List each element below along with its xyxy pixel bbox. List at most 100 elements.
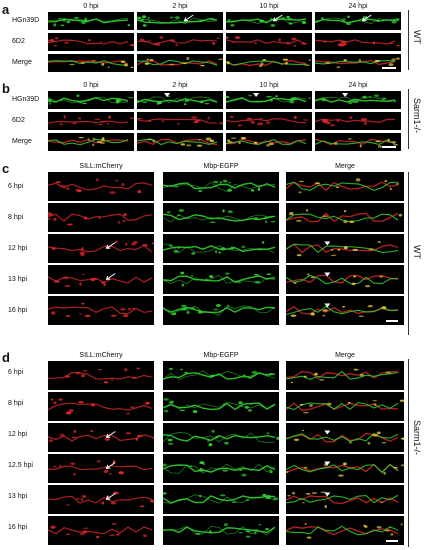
panel-d-image-r4c0 [48,485,154,514]
fluorescent-spot [270,221,276,223]
fluorescent-spot [310,312,315,316]
fluorescent-spot [362,95,368,99]
fluorescent-spot [376,526,382,529]
fluorescent-spot [75,371,81,375]
panel-d-letter: d [2,350,10,365]
fluorescent-spot [198,139,201,141]
fluorescent-spot [209,221,216,223]
fluorescent-spot [383,471,386,475]
fluorescent-spot [310,276,316,279]
fluorescent-strand [48,306,153,315]
fluorescent-spot [70,462,76,465]
fluorescent-spot [391,141,397,143]
fluorescent-spot [238,401,243,405]
fluorescent-spot [246,117,253,120]
arrow-icon [183,14,194,22]
panel-d-row-2: 12 hpi [8,431,28,438]
fluorescent-spot [364,525,368,528]
fluorescent-spot [148,20,151,22]
fluorescent-spot [266,432,270,435]
fluorescent-spot [327,402,332,406]
fluorescent-spot [211,429,215,433]
fluorescent-strand [48,17,129,24]
fluorescent-spot [132,241,138,244]
fluorescent-spot [186,56,190,61]
fluorescent-spot [400,437,404,440]
fluorescent-spot [223,523,229,527]
fluorescent-spot [346,22,352,26]
fluorescent-spot [208,443,213,447]
fluorescent-spot [165,185,169,187]
fluorescent-spot [182,62,188,65]
fluorescent-strand [286,181,399,192]
fluorescent-spot [288,22,293,25]
panel-b-image-r0c0 [48,91,134,109]
fluorescent-strand [226,60,307,66]
fluorescent-spot [334,141,338,145]
fluorescent-strand [315,39,396,45]
fluorescent-spot [115,101,119,104]
panel-d-col-2: Merge [335,352,355,359]
fluorescent-spot [96,535,100,539]
fluorescent-spot [91,60,96,62]
fluorescent-spot [103,283,107,287]
fluorescent-strand [286,274,399,284]
fluorescent-spot [302,119,309,121]
fluorescent-spot [59,464,62,468]
panel-c-scale-bar [386,320,398,322]
panel-a-genotype: WT [412,30,422,44]
fluorescent-spot [101,63,105,66]
fluorescent-spot [183,103,187,106]
fluorescent-spot [80,62,85,64]
arrowhead-icon [324,492,331,497]
fluorescent-spot [71,436,77,438]
panel-a-image-r1c1 [137,33,223,51]
fluorescent-spot [152,436,154,439]
fluorescent-spot [224,443,229,445]
fluorescent-spot [175,44,178,47]
fluorescent-spot [152,139,155,143]
fluorescent-spot [149,499,154,503]
micrograph [163,208,276,224]
panel-d-row-1: 8 hpi [8,400,24,407]
fluorescent-spot [262,59,267,62]
fluorescent-spot [79,282,82,286]
micrograph [48,522,153,539]
fluorescent-spot [336,66,341,68]
fluorescent-spot [391,58,397,61]
micrograph [163,367,276,380]
fluorescent-spot [51,398,54,401]
fluorescent-spot [205,278,208,282]
fluorescent-spot [315,20,320,23]
panel-c-image-r2c2 [286,234,404,263]
fluorescent-spot [296,254,302,257]
fluorescent-spot [302,21,306,25]
panel-d-image-r0c0 [48,361,154,390]
fluorescent-spot [393,143,399,146]
fluorescent-spot [314,372,318,376]
panel-b-image-r2c0 [48,133,134,151]
fluorescent-strand [315,18,396,24]
panel-b-row-2: Merge [12,138,32,145]
panel-a-image-r2c2 [226,54,312,72]
fluorescent-spot [87,138,90,141]
fluorescent-strand [137,39,218,45]
panel-c-col-1: Mbp-EGFP [203,163,239,170]
panel-c-bracket [408,172,409,335]
fluorescent-spot [191,252,196,255]
fluorescent-spot [178,499,184,501]
micrograph [48,273,153,287]
fluorescent-spot [109,534,115,536]
fluorescent-spot [351,99,357,103]
micrograph [226,93,311,104]
fluorescent-spot [106,122,110,125]
fluorescent-spot [308,97,311,99]
fluorescent-spot [375,140,381,143]
fluorescent-spot [53,465,56,468]
fluorescent-spot [227,18,231,22]
arrow-icon [105,462,116,469]
fluorescent-spot [282,58,289,61]
fluorescent-spot [101,501,105,505]
arrowhead-icon [253,93,260,97]
fluorescent-spot [220,247,226,251]
